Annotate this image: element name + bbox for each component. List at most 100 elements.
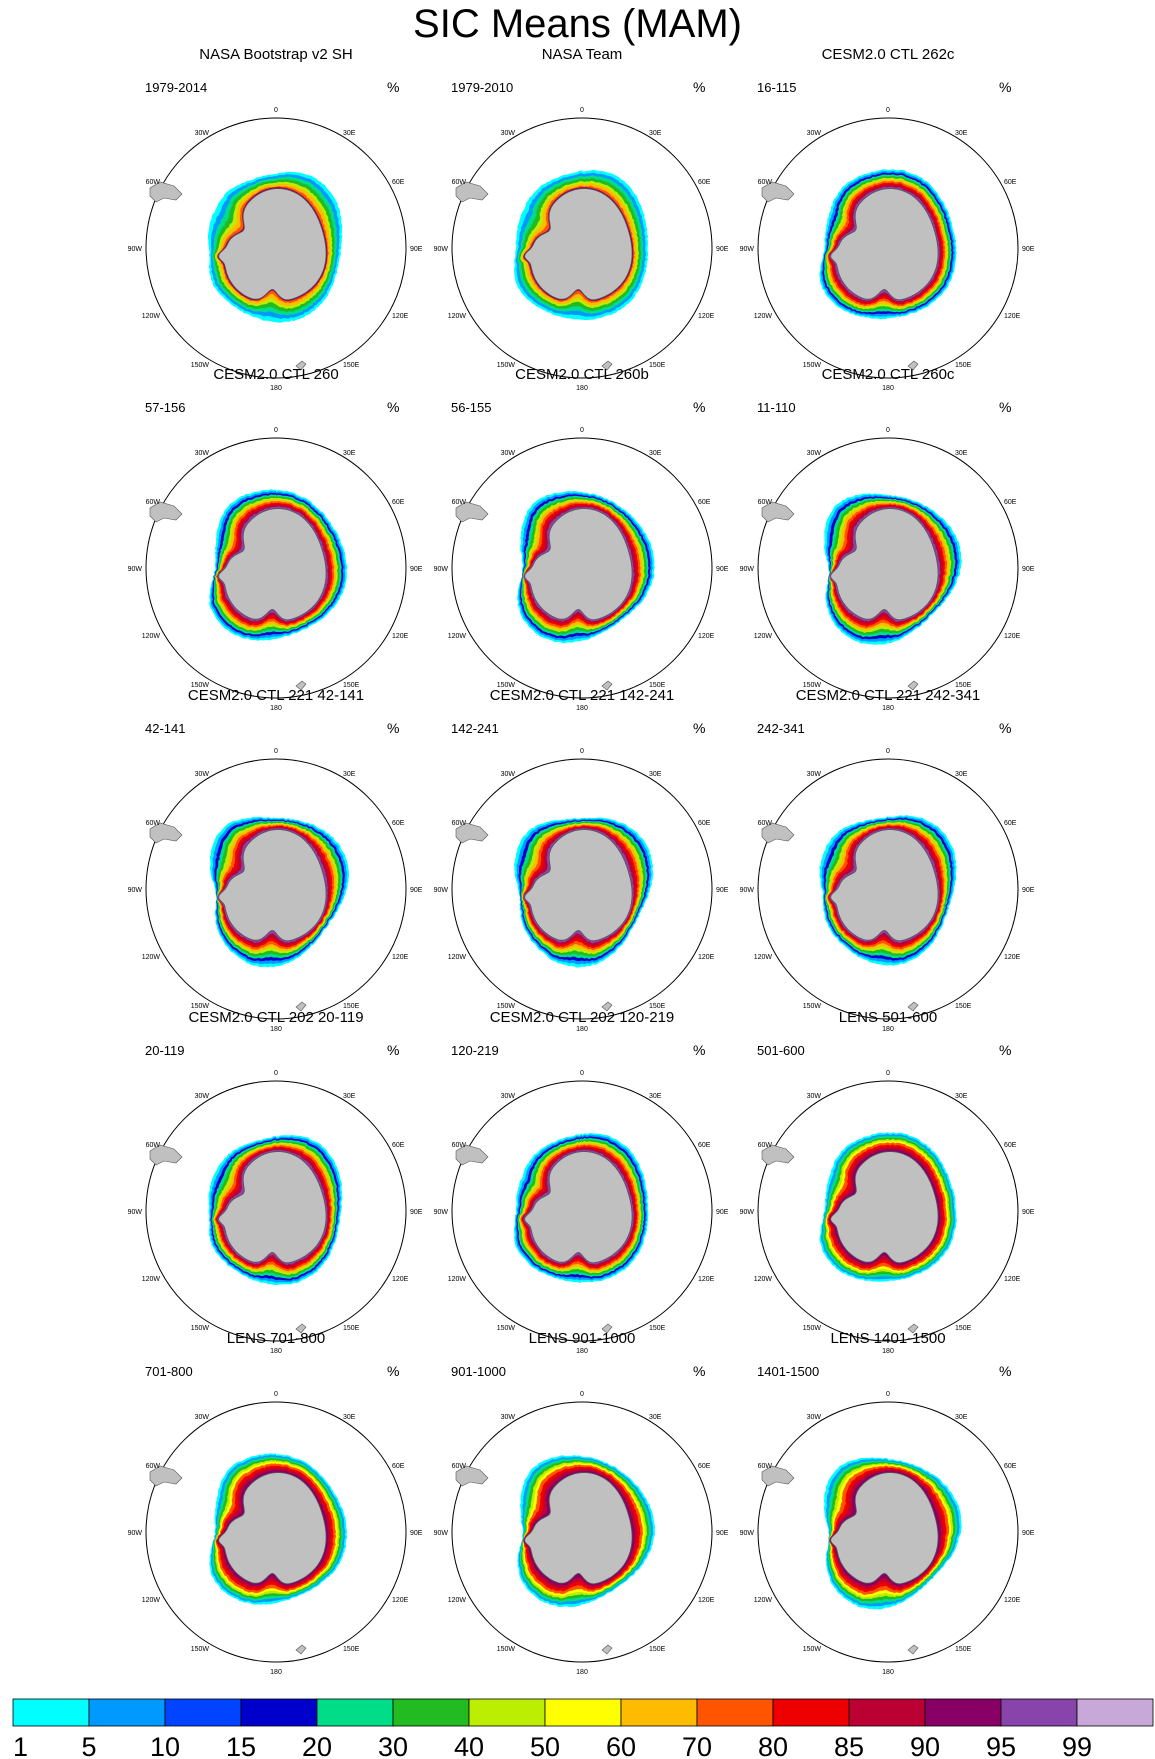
longitude-label: 150W [191, 1646, 210, 1653]
longitude-label: 0 [274, 1070, 278, 1077]
panel-title: CESM2.0 CTL 260b [515, 366, 649, 383]
island-land [601, 360, 613, 371]
longitude-label: 120W [754, 1597, 773, 1604]
colorbar-swatch [392, 1698, 470, 1727]
longitude-label: 30E [955, 771, 968, 778]
island-land [907, 1323, 919, 1334]
longitude-label: 150W [191, 1003, 210, 1010]
longitude-label: 30W [501, 771, 516, 778]
island-land [601, 1323, 613, 1334]
longitude-label: 90E [1022, 1530, 1035, 1537]
longitude-label: 180 [270, 1348, 282, 1355]
panel-units: % [999, 79, 1011, 95]
longitude-label: 30W [195, 1093, 210, 1100]
colorbar-label: 30 [378, 1732, 408, 1759]
antarctica-land [830, 188, 939, 301]
longitude-label: 120W [142, 633, 161, 640]
map-panel: CESM2.0 CTL 221 42-141 42-141 % 0 30E 60E 90E 1… [128, 687, 423, 1033]
longitude-label: 150W [803, 1325, 822, 1332]
map-panel: CESM2.0 CTL 260b 56-155 % 0 30E 60E 90E 120E 150… [434, 366, 729, 712]
longitude-label: 60W [146, 820, 161, 827]
colorbar-label: 80 [758, 1732, 788, 1759]
longitude-label: 180 [882, 1348, 894, 1355]
colorbar-label: 10 [150, 1732, 180, 1759]
longitude-label: 90W [740, 1530, 755, 1537]
map-panel: LENS 1401-1500 1401-1500 % 0 30E 60E 90E 120E 15… [740, 1330, 1035, 1676]
longitude-label: 150E [649, 1325, 666, 1332]
map-panel: CESM2.0 CTL 262c 16-115 % 0 30E 60E 90E 120E 150… [740, 46, 1035, 392]
longitude-label: 150E [955, 682, 972, 689]
longitude-label: 30E [649, 1414, 662, 1421]
panel-units: % [387, 79, 399, 95]
longitude-label: 60W [452, 1463, 467, 1470]
longitude-label: 30W [501, 450, 516, 457]
longitude-label: 0 [274, 748, 278, 755]
longitude-label: 90E [1022, 246, 1035, 253]
longitude-label: 150E [955, 362, 972, 369]
longitude-label: 180 [576, 705, 588, 712]
colorbar-label: 20 [302, 1732, 332, 1759]
longitude-label: 30E [343, 1414, 356, 1421]
colorbar-swatch [620, 1698, 698, 1727]
longitude-label: 0 [886, 427, 890, 434]
longitude-label: 60W [452, 179, 467, 186]
longitude-label: 60E [698, 179, 711, 186]
longitude-label: 30E [649, 450, 662, 457]
longitude-label: 150W [803, 1003, 822, 1010]
antarctica-land [830, 829, 939, 942]
panel-title: LENS 1401-1500 [830, 1330, 945, 1347]
panel-units: % [387, 720, 399, 736]
colorbar-label: 40 [454, 1732, 484, 1759]
longitude-label: 30E [343, 450, 356, 457]
longitude-label: 0 [274, 427, 278, 434]
longitude-label: 90W [740, 566, 755, 573]
longitude-label: 120E [1004, 1597, 1021, 1604]
longitude-label: 90W [128, 887, 143, 894]
map-panel: LENS 901-1000 901-1000 % 0 30E 60E 90E 120E 150E… [434, 1330, 729, 1676]
panel-title: CESM2.0 CTL 221 242-341 [796, 687, 981, 704]
panel-units: % [387, 399, 399, 415]
longitude-label: 120E [1004, 954, 1021, 961]
longitude-label: 120E [1004, 1276, 1021, 1283]
longitude-label: 120E [1004, 313, 1021, 320]
map-panel: NASA Team 1979-2010 % 0 30E 60E 90E 120E 150E 180… [434, 46, 729, 392]
south-america-land [455, 1144, 489, 1166]
panel-units: % [693, 79, 705, 95]
longitude-label: 90W [128, 1530, 143, 1537]
island-land [295, 1001, 307, 1012]
panel-title: NASA Bootstrap v2 SH [199, 46, 352, 63]
longitude-label: 30E [649, 771, 662, 778]
longitude-label: 60W [146, 179, 161, 186]
colorbar-label: 85 [834, 1732, 864, 1759]
longitude-label: 120W [448, 1597, 467, 1604]
longitude-label: 90W [434, 1209, 449, 1216]
longitude-label: 0 [274, 107, 278, 114]
panel-years: 701-800 [145, 1364, 193, 1379]
longitude-label: 150E [343, 1325, 360, 1332]
antarctica-land [524, 1472, 633, 1585]
colorbar-swatch [1076, 1698, 1154, 1727]
longitude-label: 30E [955, 1414, 968, 1421]
longitude-label: 120E [392, 954, 409, 961]
longitude-label: 90E [410, 566, 423, 573]
island-land [295, 360, 307, 371]
island-land [295, 680, 307, 691]
longitude-label: 60E [392, 1142, 405, 1149]
longitude-label: 150E [955, 1646, 972, 1653]
longitude-label: 150E [649, 682, 666, 689]
map-panel: NASA Bootstrap v2 SH 1979-2014 % 0 30E 60E 90E… [128, 46, 423, 392]
longitude-label: 60W [452, 1142, 467, 1149]
longitude-label: 30W [195, 1414, 210, 1421]
longitude-label: 150W [191, 362, 210, 369]
panel-title: LENS 901-1000 [529, 1330, 636, 1347]
longitude-label: 90W [434, 1530, 449, 1537]
panel-title: CESM2.0 CTL 202 20-119 [188, 1009, 363, 1026]
longitude-label: 60E [1004, 1142, 1017, 1149]
longitude-label: 150E [955, 1325, 972, 1332]
colorbar-swatch [88, 1698, 166, 1727]
longitude-label: 120W [448, 313, 467, 320]
longitude-label: 60W [758, 1463, 773, 1470]
longitude-label: 0 [580, 748, 584, 755]
panel-years: 57-156 [145, 400, 185, 415]
panel-title: CESM2.0 CTL 221 142-241 [490, 687, 675, 704]
